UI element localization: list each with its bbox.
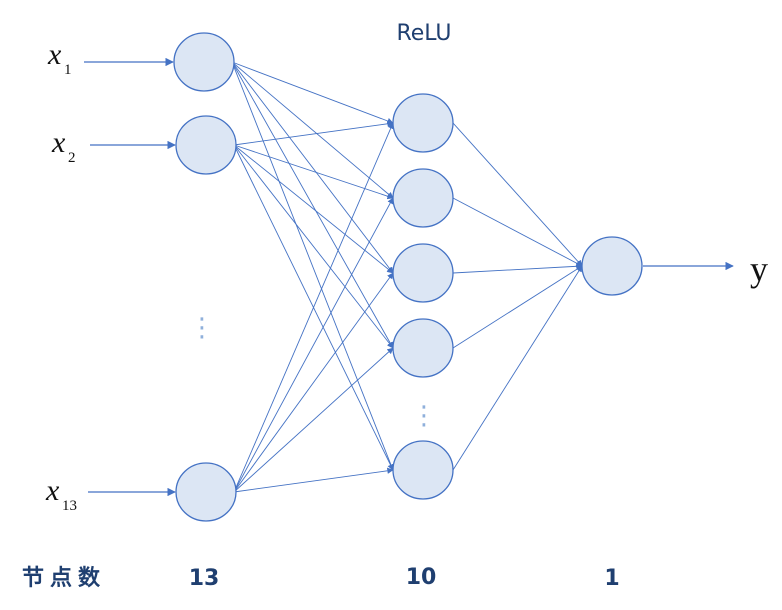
input-sub-13: 13 [62,498,77,514]
edge-hidden1-output [452,122,583,267]
edge-input1-hidden2 [231,61,394,199]
node-count-label: 节点数 [22,565,106,591]
hidden-node-3 [392,243,454,303]
hidden-node-2 [392,168,454,228]
edge-hidden2-output [452,197,583,267]
edge-input1-hidden3 [231,61,394,274]
edge-input1-hidden4 [231,61,394,349]
output-label: y [750,249,768,289]
connection-edges [231,61,583,493]
edge-input2-hidden3 [233,144,394,274]
activation-label: ReLU [396,21,451,46]
network-nodes [173,32,643,522]
input-arrows [84,57,176,497]
hidden-node-10 [392,440,454,500]
input-layer-ellipsis: ⋮ [189,313,215,343]
input-node-13 [175,462,237,522]
layer-count-output: 1 [604,566,619,591]
input-node-1 [173,32,235,92]
edge-hidden5-output [452,265,583,471]
input-sub-2: 2 [68,150,76,166]
layer-count-hidden: 10 [406,565,437,590]
hidden-node-4 [392,318,454,378]
edge-input3-hidden3 [233,272,394,493]
edge-hidden4-output [452,265,583,349]
input-var-1: x [47,38,62,71]
edge-hidden3-output [452,263,583,274]
edge-input1-hidden1 [231,61,394,124]
input-label-2: x 2 [51,126,76,166]
input-label-13: x 13 [45,474,77,514]
edge-input3-hidden4 [233,347,394,493]
hidden-layer-ellipsis: ⋮ [411,401,437,431]
input-var-2: x [51,126,66,159]
edge-input2-hidden1 [233,120,394,146]
input-label-1: x 1 [47,38,72,78]
input-node-2 [175,115,237,175]
edge-input1-hidden5 [231,61,394,471]
layer-count-input: 13 [189,566,220,591]
hidden-node-1 [392,93,454,153]
input-sub-1: 1 [64,62,72,78]
edge-input2-hidden4 [233,144,394,349]
edge-input3-hidden1 [233,122,394,493]
edge-input3-hidden2 [233,197,394,493]
edge-input2-hidden2 [233,144,394,200]
input-var-13: x [45,474,60,507]
edge-input3-hidden5 [233,467,394,493]
output-node [581,236,643,296]
